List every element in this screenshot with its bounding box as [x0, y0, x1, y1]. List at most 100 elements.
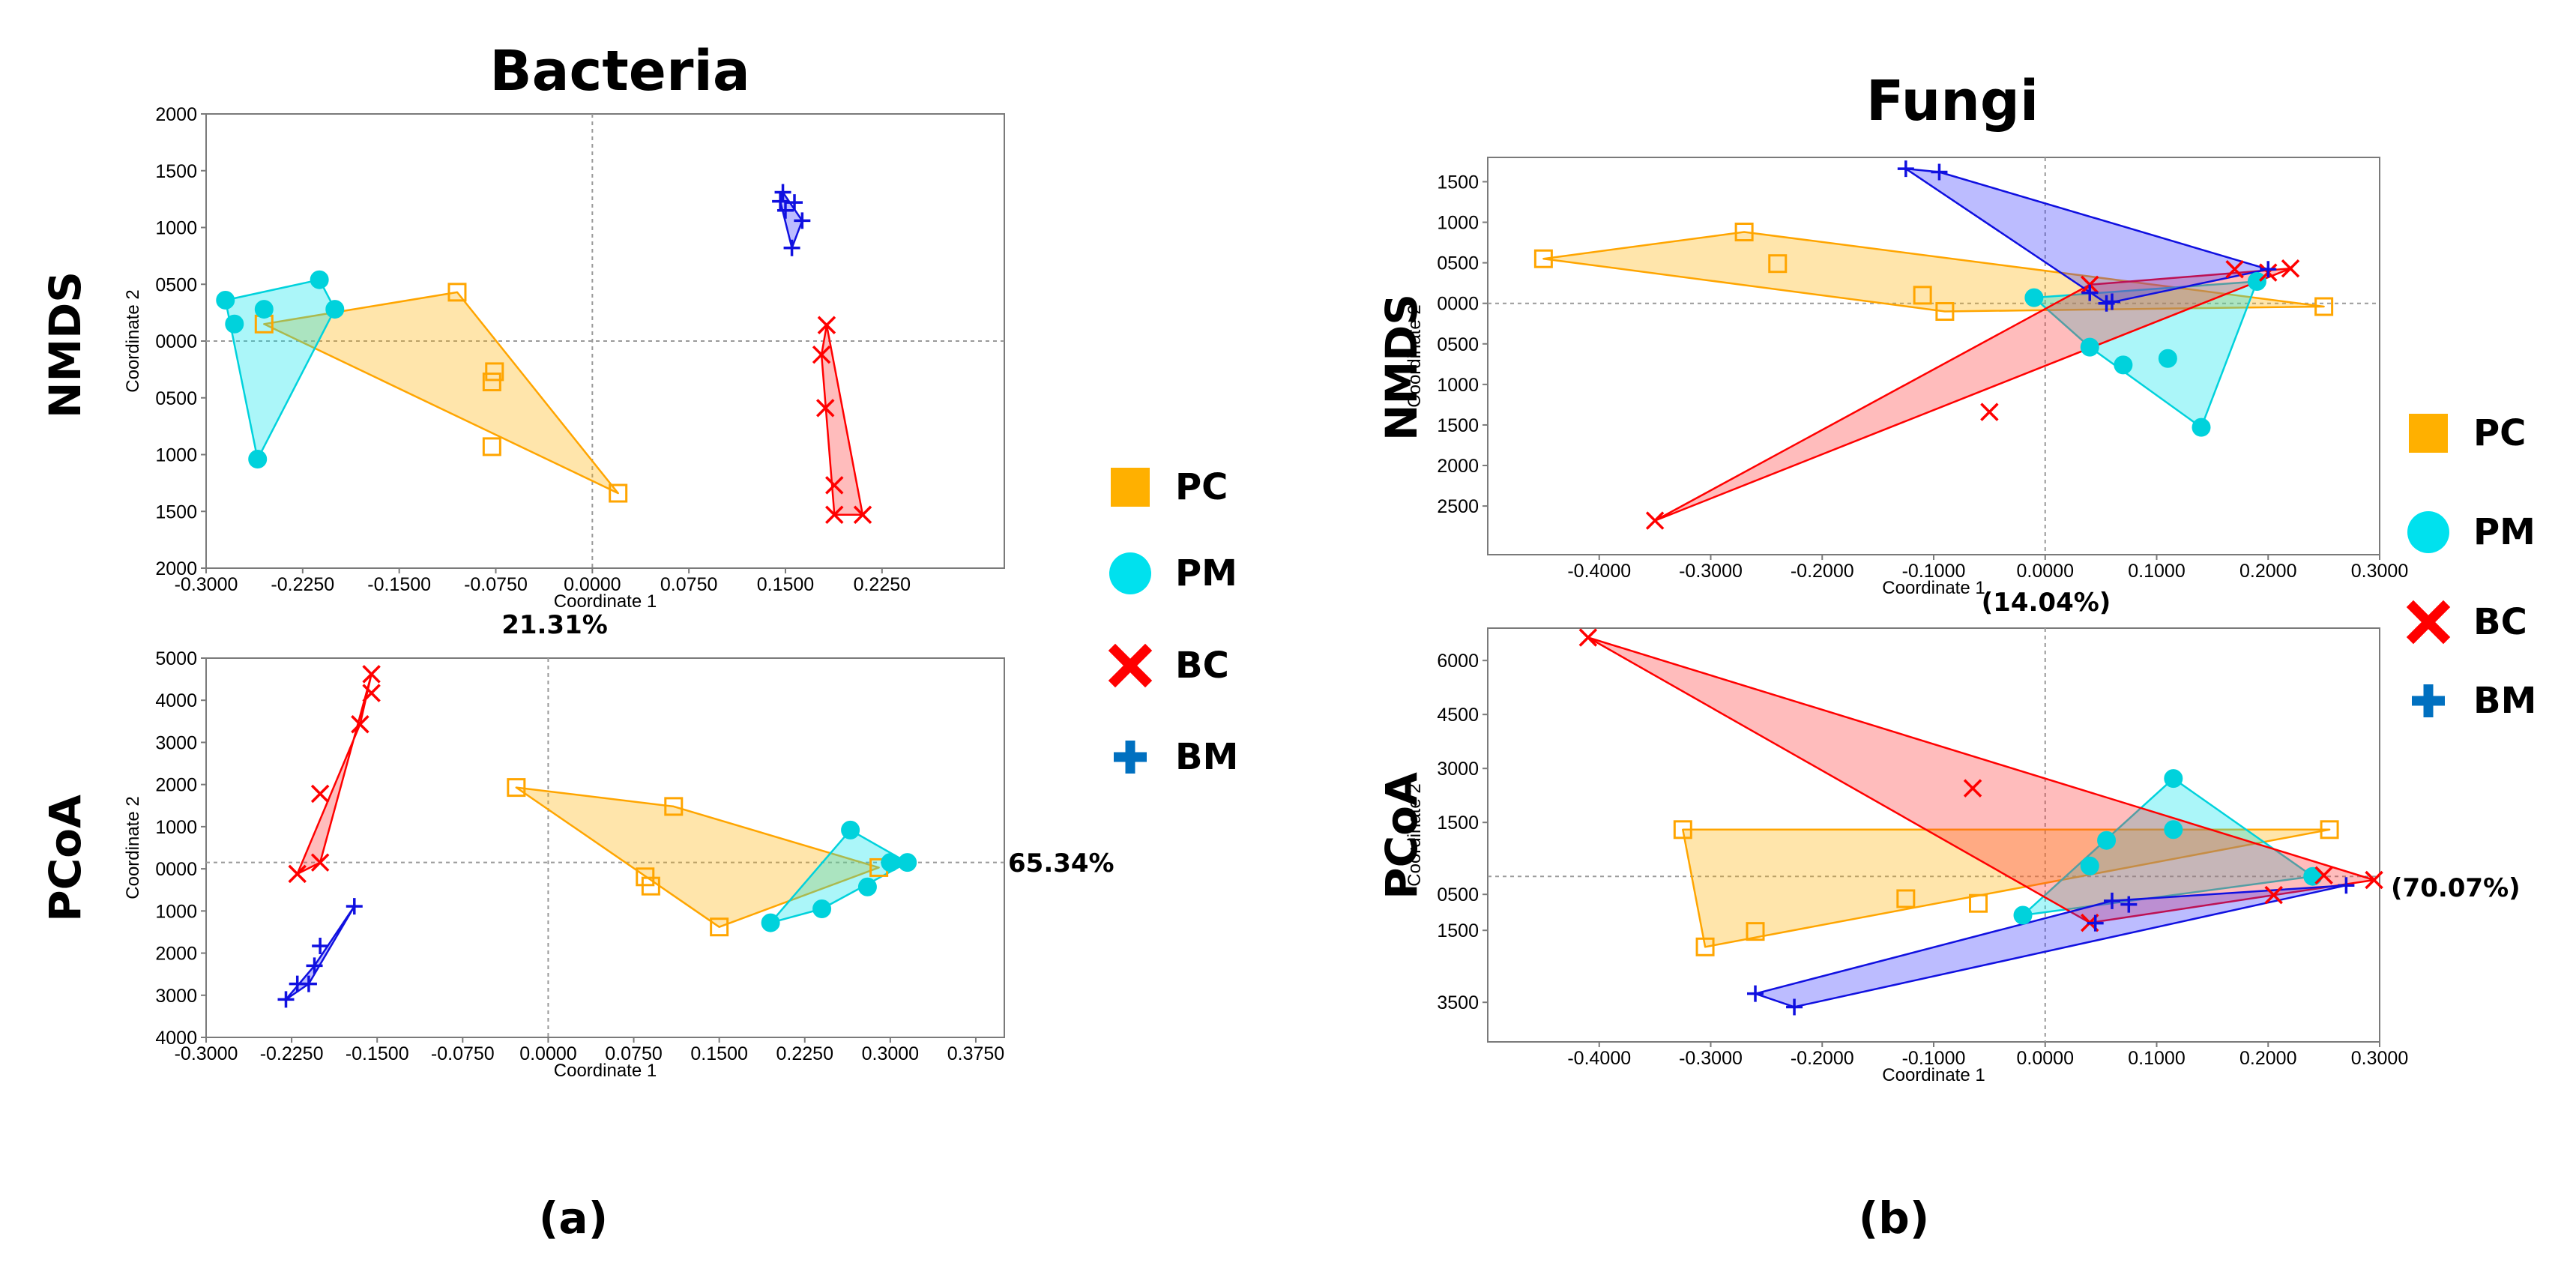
legend-marker-pc	[1111, 468, 1150, 507]
point-pm-5	[2013, 905, 2033, 925]
point-pc-2	[664, 797, 684, 816]
bacteria-pcoa-plot: -0.3000 -0.2250 -0.1500 -0.0750 0.0000 0.0750…	[123, 648, 1005, 1081]
point-bc-2	[1980, 403, 1999, 421]
point-bm-3	[2087, 914, 2104, 932]
point-pc-3	[1768, 254, 1788, 274]
y-tick-label: 1000	[155, 817, 197, 838]
x-tick-label: -0.0750	[431, 1043, 495, 1064]
point-pc-1	[507, 778, 526, 798]
point-bc-5	[825, 505, 844, 525]
point-bm-2	[312, 938, 329, 954]
point-pm-3	[2114, 355, 2133, 375]
y-tick-label: 3000	[1437, 759, 1479, 780]
point-bm-1	[774, 184, 791, 201]
y-tick-label: 1000	[155, 901, 197, 922]
point-pc-6	[609, 483, 628, 503]
bacteria-nmds-plot: -0.3000 -0.2250 -0.1500 -0.0750 0.0000 0.0750…	[123, 104, 1005, 612]
y-tick-label: 1500	[155, 501, 197, 522]
point-bc-2	[812, 345, 831, 364]
fungi-x-variance: (14.04%)	[1982, 588, 2111, 618]
legend-marker-pc	[2409, 414, 2448, 453]
y-axis-label: Coordinate 2	[1405, 304, 1425, 407]
point-bc-6	[288, 864, 307, 884]
x-tick-label: -0.3000	[175, 574, 238, 595]
point-pm-6	[248, 450, 268, 469]
fungi-y-variance: (70.07%)	[2391, 873, 2521, 903]
fungi-title: Fungi	[1866, 69, 2039, 133]
x-tick-label: 0.0000	[2017, 1048, 2074, 1069]
point-bc-6	[853, 505, 872, 525]
y-tick-label: 0500	[155, 274, 197, 295]
point-pc-1	[447, 283, 467, 302]
x-tick-label: 0.3000	[2351, 561, 2408, 582]
fungi-nmds-plot: -0.4000 -0.3000 -0.2000 -0.1000 0.0000 0.1000…	[1405, 157, 2408, 598]
point-bm-5	[289, 975, 306, 992]
point-pm-1	[841, 820, 860, 840]
point-bm-5	[2104, 293, 2120, 310]
y-tick-label: 2000	[155, 558, 197, 579]
x-tick-label: -0.1000	[1902, 1048, 1966, 1069]
y-tick-label: 3500	[1437, 992, 1479, 1013]
x-tick-label: 0.2250	[776, 1043, 833, 1064]
point-pc-1	[1673, 820, 1692, 840]
y-tick-label: 1000	[155, 445, 197, 466]
y-tick-label: 3000	[155, 732, 197, 753]
y-tick-label: 3000	[155, 986, 197, 1007]
point-pm-2	[2164, 820, 2183, 840]
point-bc-2	[1963, 779, 1982, 798]
y-tick-label: 2000	[155, 104, 197, 125]
point-bm-6	[2260, 261, 2277, 278]
point-pc-3	[482, 373, 501, 392]
point-bc-1	[1578, 628, 1598, 647]
x-tick-label: 0.3000	[2351, 1048, 2408, 1069]
legend-label-bm: BM	[1175, 736, 1238, 778]
point-bm-5	[2120, 896, 2138, 913]
y-axis-label: Coordinate 2	[123, 289, 143, 392]
point-bm-6	[277, 991, 295, 1008]
y-tick-label: 0500	[1437, 253, 1479, 274]
legend-label-pc: PC	[2473, 412, 2526, 454]
point-pc-6	[2314, 297, 2334, 316]
point-pm-3	[2097, 831, 2117, 850]
legend-label-pm: PM	[2473, 511, 2536, 553]
y-axis-label: Coordinate 2	[123, 796, 143, 899]
hull-pm	[2021, 777, 2314, 917]
point-bc-3	[815, 399, 835, 418]
legend-marker-bc	[1108, 643, 1153, 688]
point-pm-4	[2158, 349, 2177, 368]
point-pm-4	[2080, 856, 2099, 875]
x-tick-label: 0.0000	[564, 574, 621, 595]
legend-label-pc: PC	[1175, 466, 1228, 508]
row-label-nmds-b: NMDS	[1376, 294, 1427, 441]
point-bc-1	[1645, 511, 1665, 530]
point-bc-1	[362, 665, 381, 684]
x-tick-label: 0.2000	[2239, 1048, 2296, 1069]
point-pm-2	[2080, 337, 2099, 357]
y-axis-label: Coordinate 2	[1405, 783, 1425, 886]
x-tick-label: -0.1000	[1902, 561, 1966, 582]
point-bc-4	[310, 784, 330, 804]
x-tick-label: -0.2250	[260, 1043, 324, 1064]
legend-marker-bm	[2412, 684, 2445, 717]
point-pc-4	[1896, 889, 1916, 908]
y-tick-label: 0500	[155, 388, 197, 409]
y-tick-label: 0500	[1437, 884, 1479, 905]
y-tick-label: 6000	[1437, 651, 1479, 672]
y-tick-label: 4500	[1437, 705, 1479, 726]
legend-fungi: PC PM BC BM	[2406, 412, 2536, 722]
x-tick-label: -0.3000	[175, 1043, 238, 1064]
x-axis-label: Coordinate 1	[554, 1061, 657, 1081]
point-pc-5	[1969, 893, 1988, 913]
legend-label-bc: BC	[2473, 601, 2527, 643]
point-bm-1	[1897, 160, 1914, 178]
point-bm-3	[2081, 284, 2099, 301]
y-tick-label: 1500	[1437, 813, 1479, 834]
row-label-pcoa-b: PCoA	[1376, 772, 1427, 899]
point-bc-2	[362, 684, 381, 702]
point-pc-2	[1746, 922, 1765, 941]
x-tick-label: 0.0750	[605, 1043, 662, 1064]
point-pm-4	[857, 877, 877, 896]
point-pm-3	[225, 314, 244, 334]
point-bc-4	[825, 476, 844, 495]
y-tick-label: 1000	[155, 218, 197, 239]
